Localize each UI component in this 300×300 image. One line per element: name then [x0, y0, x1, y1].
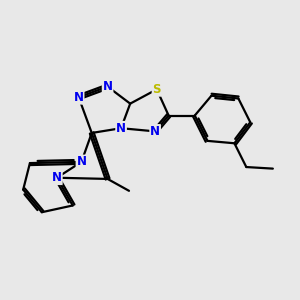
Text: N: N	[76, 155, 86, 168]
Text: N: N	[52, 171, 62, 184]
Text: N: N	[74, 91, 84, 104]
Text: N: N	[116, 122, 126, 135]
Text: N: N	[150, 125, 160, 138]
Text: N: N	[103, 80, 112, 93]
Text: S: S	[152, 83, 161, 96]
